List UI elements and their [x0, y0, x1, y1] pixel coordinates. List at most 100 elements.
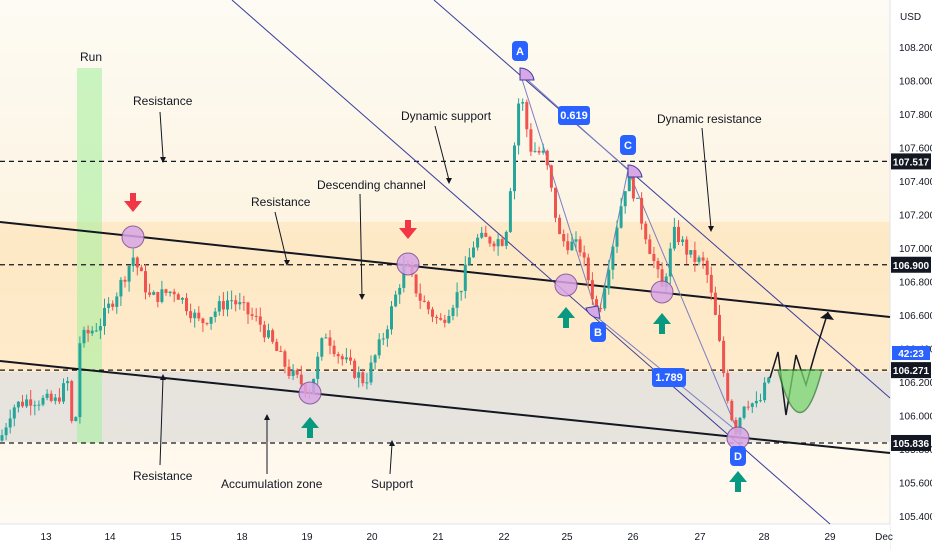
arrow-down-icon — [399, 220, 417, 239]
candle-body — [144, 271, 147, 293]
candle-body — [693, 250, 697, 262]
point-c-badge — [620, 135, 636, 155]
candle-body — [533, 150, 537, 152]
candle-body — [271, 330, 275, 342]
candle-body — [139, 267, 143, 272]
candle-body — [463, 264, 467, 291]
point-a-badge — [512, 41, 528, 61]
candle-body — [570, 241, 574, 251]
candle-body — [668, 248, 672, 277]
candle-body — [230, 300, 234, 302]
point-a-label: A — [516, 46, 524, 58]
candle-body — [701, 257, 705, 261]
candle-body — [344, 357, 348, 360]
candle-body — [291, 370, 295, 376]
marker-circle-1 — [121, 225, 145, 249]
candle-body — [115, 296, 119, 307]
candle-body — [467, 257, 471, 265]
candle-body — [750, 403, 754, 407]
y-tick-label: 107.200 — [899, 211, 932, 222]
candle-body — [242, 302, 246, 304]
pointer-tip — [160, 157, 166, 163]
candle-body — [246, 302, 250, 315]
candle-body — [74, 417, 78, 422]
candle-body — [459, 290, 463, 293]
candle-body — [496, 239, 500, 247]
arc-marker-a — [519, 67, 535, 81]
candle-body — [590, 280, 594, 300]
price-level-box — [891, 256, 931, 273]
countdown-label: 42:23 — [898, 349, 924, 360]
candle-body — [4, 427, 8, 436]
candle-body — [328, 337, 332, 346]
candle-body — [480, 232, 484, 238]
candle-body — [722, 340, 726, 374]
label-dynamic-resistance: Dynamic resistance — [657, 112, 762, 126]
candle-body — [234, 300, 238, 305]
candle-body — [107, 303, 111, 308]
candle-body — [279, 350, 283, 352]
candle-body — [549, 165, 553, 188]
candle-body — [426, 301, 430, 310]
candle-body — [164, 289, 168, 293]
candle-body — [226, 300, 229, 310]
candle-body — [238, 302, 242, 305]
candle-body — [595, 299, 598, 309]
x-tick-label: 29 — [824, 532, 836, 543]
x-axis-panel — [0, 524, 890, 550]
candle-body — [94, 330, 98, 332]
candle-body — [45, 393, 49, 398]
candle-body — [66, 381, 70, 384]
candle-body — [193, 312, 197, 319]
candle-body — [742, 406, 746, 418]
harmonic-pattern-lines — [519, 72, 739, 433]
pointer-support — [389, 443, 393, 475]
candle-body — [759, 400, 762, 402]
candle-body — [185, 297, 188, 312]
candle-body — [275, 341, 279, 351]
candle-body — [131, 257, 135, 266]
candle-body — [726, 373, 730, 401]
candle-body — [25, 399, 29, 407]
candle-body — [111, 303, 115, 307]
candle-body — [500, 239, 504, 246]
candle-body — [492, 243, 496, 247]
arc-marker-c — [627, 164, 643, 178]
candle-body — [517, 103, 521, 146]
label-resistance-bottom: Resistance — [133, 469, 193, 483]
candle-body — [508, 191, 512, 232]
candle-body — [8, 418, 12, 428]
pointer-resistance-bottom — [159, 377, 164, 466]
candle-body — [365, 382, 369, 384]
candle-body — [455, 292, 459, 308]
y-tick-label: 107.000 — [899, 244, 932, 255]
point-d-badge — [730, 446, 746, 466]
currency-label: USD — [900, 12, 921, 23]
candle-body — [12, 407, 16, 419]
x-tick-label: 19 — [301, 532, 313, 543]
candle-body — [336, 354, 340, 357]
y-axis-panel — [890, 0, 932, 550]
x-tick-label: Dec — [875, 532, 893, 543]
candle-body — [21, 401, 24, 407]
candle-body — [640, 197, 644, 224]
candle-body — [16, 401, 20, 408]
candle-body — [566, 241, 570, 251]
candle-body — [574, 239, 578, 242]
price-level-box — [891, 153, 931, 170]
candle-body — [631, 171, 635, 199]
pointer-tip — [708, 226, 714, 232]
candle-body — [221, 301, 225, 310]
fib-badge-0619 — [558, 106, 590, 125]
candle-body — [53, 397, 57, 401]
candle-body — [586, 257, 590, 281]
candle-body — [332, 345, 336, 355]
candle-body — [652, 253, 656, 261]
candle-body — [349, 357, 352, 361]
marker-circle-6 — [726, 426, 750, 450]
price-level-label: 106.900 — [893, 261, 930, 272]
candle-body — [623, 191, 627, 207]
candle-body — [451, 307, 455, 316]
candle-body — [398, 287, 402, 295]
